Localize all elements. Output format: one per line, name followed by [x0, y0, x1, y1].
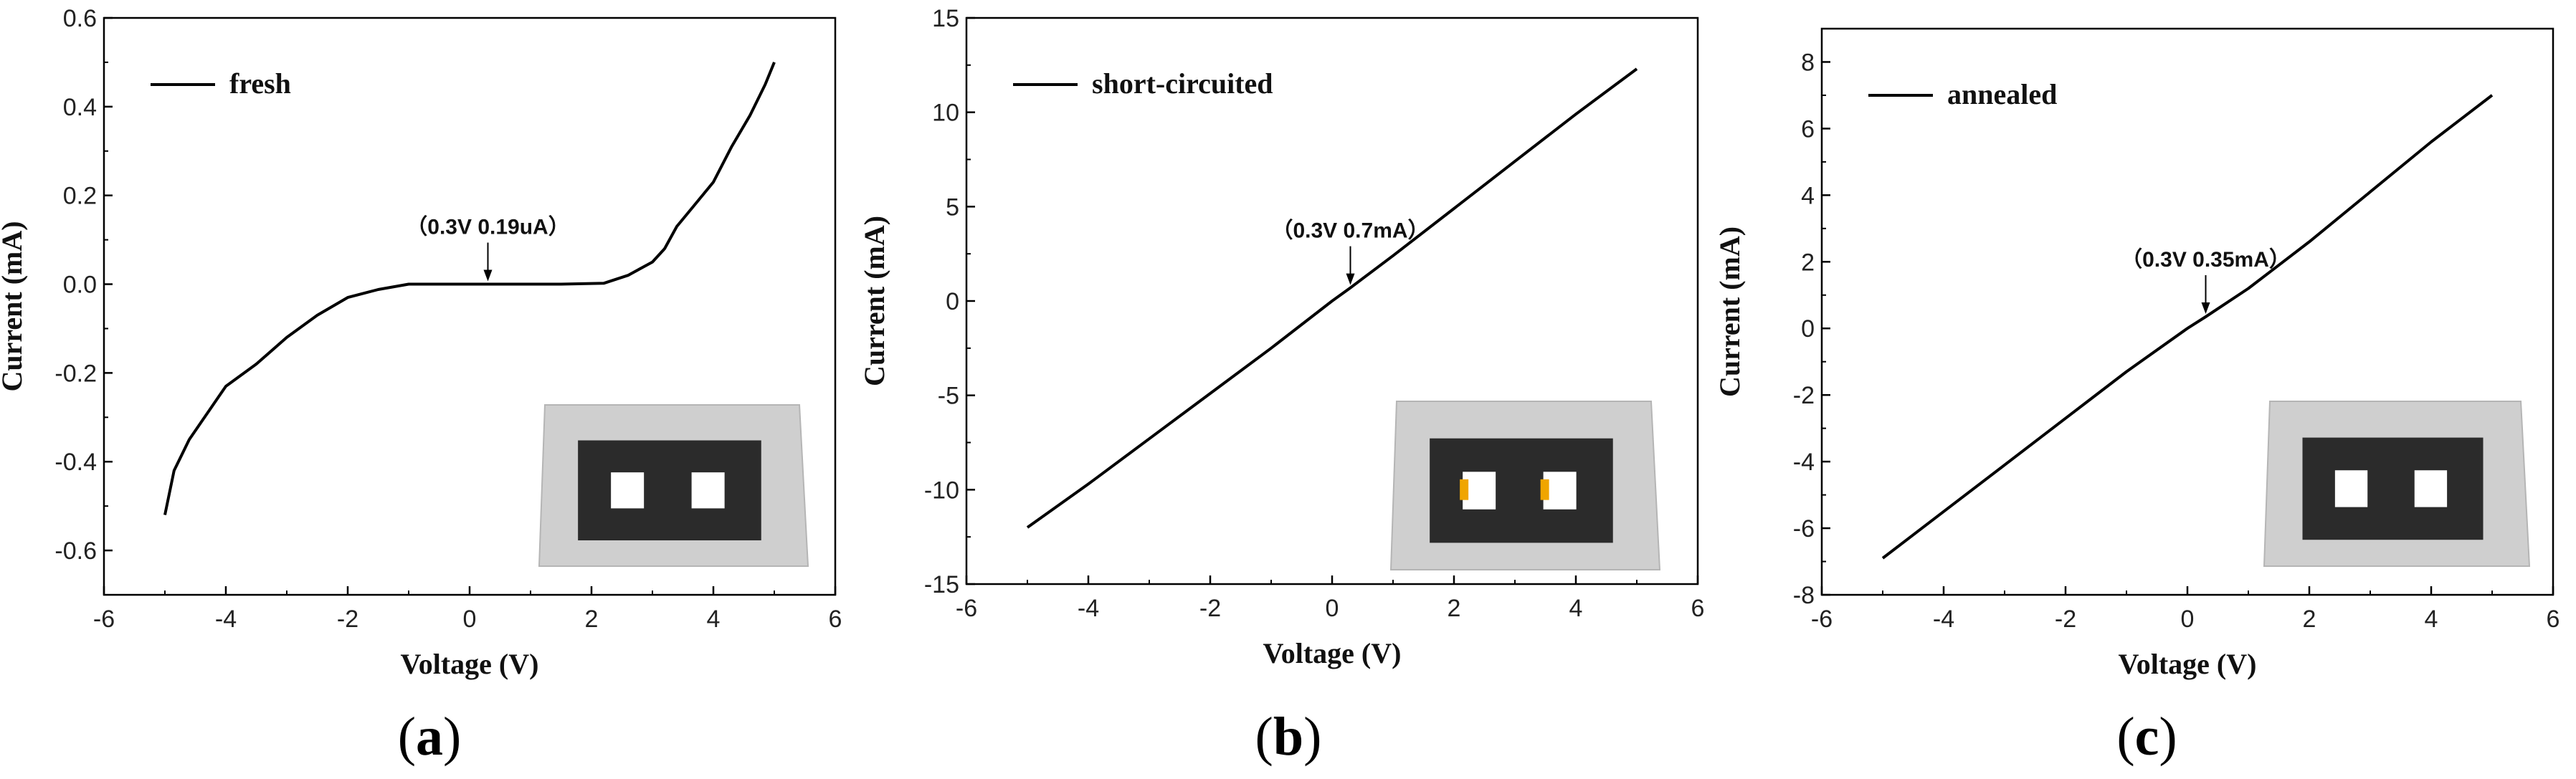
x-tick-label: 4 [707, 606, 721, 633]
panel-a: -6 -4 -2 0 2 4 6 -0.6 -0.4 -0.2 0.0 0.2 0.4 0.6 Voltag… [0, 0, 859, 779]
y-tick-label: -6 [1793, 515, 1815, 543]
y-tick-label: 0 [946, 288, 959, 315]
x-tick-label: 6 [1691, 595, 1705, 622]
inset-window-left [2334, 470, 2368, 507]
panel-caption-c: (c) [2116, 707, 2177, 767]
annotation-arrow-head [2201, 302, 2210, 314]
y-axis-title: Current (mA) [859, 216, 890, 386]
x-tick-label: -6 [956, 595, 977, 622]
y-axis-title: Current (mA) [1718, 226, 1746, 397]
x-tick-label: 2 [1448, 595, 1461, 622]
panel-caption-b: (b) [1255, 707, 1322, 767]
x-tick-label: -4 [215, 606, 237, 633]
inset-electrode [2302, 437, 2484, 540]
annotation-arrow-head [483, 269, 493, 282]
y-tick-label: 15 [932, 5, 959, 32]
inset-window-left [611, 472, 645, 509]
annotation-text: （0.3V 0.35mA） [2121, 247, 2291, 272]
series-line-annealed [1881, 94, 2494, 560]
x-tick-label: -6 [1811, 606, 1833, 633]
x-tick-label: 6 [2547, 606, 2560, 633]
x-axis-title: Voltage (V) [401, 648, 539, 680]
legend-label: short-circuited [1092, 67, 1273, 100]
y-tick-label: -15 [924, 571, 959, 598]
x-tick-label: 0 [463, 606, 477, 633]
legend-label: fresh [229, 67, 291, 100]
legend-label: annealed [1947, 78, 2057, 110]
annotation-arrow-head [1346, 273, 1355, 285]
y-tick-label: 0.2 [63, 183, 97, 210]
y-axis-title: Current (mA) [0, 221, 28, 391]
x-tick-label: -6 [93, 606, 115, 633]
annotation-text: （0.3V 0.19uA） [406, 215, 569, 239]
inset-short-mark-left [1460, 479, 1469, 500]
y-tick-label: -0.6 [54, 537, 97, 565]
series-line-short-circuited [1026, 67, 1638, 529]
annotation-text: （0.3V 0.7mA） [1271, 219, 1429, 243]
x-axis-title: Voltage (V) [1263, 637, 1402, 669]
x-axis-title: Voltage (V) [2119, 648, 2257, 680]
x-tick-label: 0 [2181, 606, 2195, 633]
y-tick-label: -0.4 [54, 449, 97, 476]
y-tick-label: 2 [1801, 249, 1815, 276]
panel-c: -6 -4 -2 0 2 4 6 -8 -6 -4 -2 0 2 4 6 8 Voltage (V) Curren… [1718, 0, 2576, 779]
x-tick-label: -2 [2055, 606, 2076, 633]
y-tick-label: -0.2 [54, 360, 97, 387]
inset-window-right [691, 472, 725, 509]
y-tick-label: 10 [932, 100, 959, 127]
y-tick-label: 0.6 [63, 5, 97, 32]
series-line-fresh [163, 62, 776, 515]
y-tick-label: 4 [1801, 182, 1815, 209]
panel-caption-a: (a) [397, 707, 462, 767]
inset-electrode [578, 440, 761, 540]
x-tick-label: 0 [1326, 595, 1339, 622]
caption-letter-a: a [416, 707, 443, 767]
x-tick-label: -2 [1199, 595, 1221, 622]
panel-b: -6 -4 -2 0 2 4 6 -15 -10 -5 0 5 10 15 Voltage (V) Curre… [859, 0, 1718, 779]
inset-short-mark-right [1540, 479, 1549, 500]
x-tick-label: 4 [2425, 606, 2438, 633]
y-tick-label: 5 [946, 193, 959, 221]
y-tick-label: 8 [1801, 49, 1815, 76]
x-tick-label: -4 [1078, 595, 1099, 622]
y-tick-label: -5 [938, 383, 959, 410]
inset-electrode [1430, 438, 1613, 543]
y-tick-label: -10 [924, 477, 959, 504]
caption-letter-b: b [1273, 707, 1304, 767]
y-tick-label: 0.4 [63, 94, 97, 121]
x-tick-label: -2 [337, 606, 358, 633]
x-tick-label: 4 [1569, 595, 1583, 622]
x-tick-label: 2 [585, 606, 599, 633]
inset-window-right [2414, 470, 2448, 507]
y-tick-label: 6 [1801, 115, 1815, 143]
iv-chart-fresh: -6 -4 -2 0 2 4 6 -0.6 -0.4 -0.2 0.0 0.2 0.4 0.6 Voltag… [0, 5, 842, 680]
x-tick-label: 6 [829, 606, 842, 633]
y-tick-label: 0.0 [63, 272, 97, 299]
y-tick-label: -8 [1793, 582, 1815, 609]
y-tick-label: 0 [1801, 315, 1815, 343]
x-tick-label: 2 [2303, 606, 2316, 633]
x-tick-label: -4 [1933, 606, 1954, 633]
y-tick-label: -2 [1793, 382, 1815, 409]
caption-letter-c: c [2134, 707, 2159, 767]
iv-chart-short-circuited: -6 -4 -2 0 2 4 6 -15 -10 -5 0 5 10 15 Voltage (V) Curre… [859, 5, 1705, 669]
y-tick-label: -4 [1793, 449, 1815, 476]
